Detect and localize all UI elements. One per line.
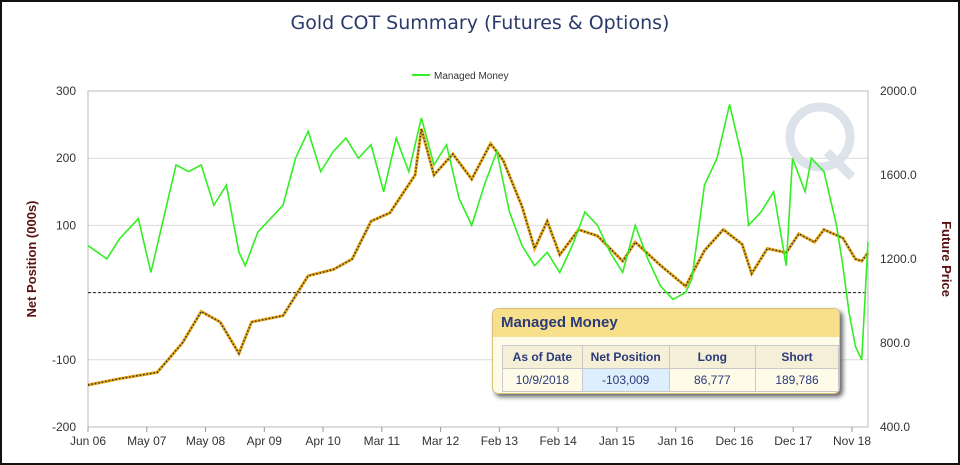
y2-tick-label: 1200.0 — [880, 252, 917, 266]
tooltip-long: 86,777 — [668, 368, 757, 392]
tooltip-title: Managed Money — [493, 309, 839, 337]
x-tick-label: Feb 14 — [539, 434, 577, 448]
x-tick-label: Mar 12 — [422, 434, 460, 448]
y2-tick-label: 800.0 — [880, 336, 910, 350]
tooltip-header: Short — [755, 345, 839, 369]
x-tick-label: Dec 16 — [715, 434, 753, 448]
legend-label: Managed Money — [434, 71, 509, 82]
y2-axis-title: Future Price — [939, 221, 954, 297]
y-tick-label: 300 — [56, 84, 76, 98]
x-tick-label: Dec 17 — [774, 434, 812, 448]
tooltip-header: As of Date — [502, 345, 583, 369]
x-tick-label: Jan 15 — [599, 434, 635, 448]
x-tick-label: Nov 18 — [833, 434, 871, 448]
x-tick-label: Jan 16 — [658, 434, 694, 448]
y2-tick-label: 400.0 — [880, 420, 910, 434]
x-tick-label: Jun 06 — [70, 434, 106, 448]
x-tick-label: Mar 11 — [364, 434, 401, 448]
x-tick-label: May 08 — [186, 434, 226, 448]
watermark-logo-tail — [823, 148, 856, 181]
y2-tick-label: 1600.0 — [880, 168, 917, 182]
y-tick-label: 200 — [56, 151, 76, 165]
tooltip-header: Net Position — [581, 345, 670, 369]
tooltip-date: 10/9/2018 — [502, 368, 583, 392]
managed-money-line — [87, 104, 869, 361]
chart-title: Gold COT Summary (Futures & Options) — [290, 12, 670, 34]
plot-area — [87, 90, 869, 428]
x-tick-label: Feb 13 — [481, 434, 519, 448]
x-tick-label: Apr 10 — [305, 434, 341, 448]
tooltip-table: As of Date Net Position Long Short 10/9/… — [502, 345, 839, 392]
y-tick-label: 100 — [56, 218, 76, 232]
y-tick-label: -100 — [52, 353, 76, 367]
tooltip-net-position: -103,009 — [581, 368, 670, 392]
tooltip-header: Long — [668, 345, 757, 369]
tooltip-short: 189,786 — [755, 368, 839, 392]
x-tick-label: May 07 — [127, 434, 167, 448]
tooltip: Managed Money As of Date Net Position Lo… — [492, 308, 840, 394]
y-axis-title: Net Position (000s) — [24, 200, 39, 317]
y-tick-label: -200 — [52, 420, 76, 434]
y2-tick-label: 2000.0 — [880, 84, 917, 98]
x-tick-label: Apr 09 — [247, 434, 283, 448]
